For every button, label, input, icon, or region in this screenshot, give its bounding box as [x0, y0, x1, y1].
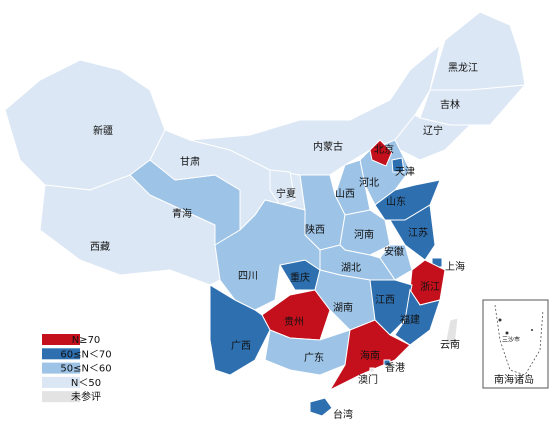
- province-label: 江苏: [408, 226, 428, 239]
- province: [394, 114, 472, 161]
- province: [309, 397, 333, 417]
- legend-swatch: [42, 348, 80, 360]
- province: [419, 84, 527, 126]
- province-label: 天津: [395, 166, 415, 178]
- province: [379, 244, 413, 281]
- province-label: 甘肃: [180, 155, 200, 168]
- province: [369, 139, 393, 167]
- province-label: 海南: [360, 349, 380, 362]
- province-label: 香港: [385, 362, 405, 374]
- province-label: 宁夏: [276, 187, 296, 200]
- island: [505, 331, 509, 335]
- legend-swatch: [42, 334, 80, 345]
- legend-label: N＜50: [71, 378, 101, 389]
- provinces: [4, 11, 527, 417]
- province-label: 新疆: [93, 124, 113, 137]
- legend-label: N≥70: [72, 335, 101, 346]
- legend-label: 未参评: [71, 390, 101, 403]
- province: [369, 367, 375, 373]
- province: [209, 284, 271, 376]
- province-label: 陕西: [305, 223, 325, 236]
- province-label: 北京: [374, 143, 394, 156]
- province: [444, 317, 459, 346]
- province-label: 山西: [335, 188, 355, 200]
- province-label: 吉林: [440, 98, 460, 111]
- province-label: 四川: [238, 271, 258, 282]
- province-label: 湖北: [341, 262, 361, 274]
- province: [383, 359, 391, 366]
- province: [391, 157, 405, 173]
- province-label: 上海: [445, 260, 465, 273]
- province: [269, 169, 296, 206]
- province-label: 广西: [231, 340, 251, 352]
- province-label: 辽宁: [423, 124, 443, 137]
- legend-swatch: [42, 376, 80, 388]
- province-label: 贵州: [284, 315, 304, 328]
- province-label: 内蒙古: [313, 140, 343, 153]
- inset-title: 南海诸岛: [494, 373, 534, 386]
- province-label: 山东: [386, 195, 406, 208]
- inset-border: [494, 304, 544, 376]
- legend-swatch: [42, 391, 80, 403]
- province-label: 青海: [172, 207, 192, 220]
- province: [394, 288, 441, 346]
- province: [429, 11, 526, 91]
- province-label: 湖南: [333, 301, 353, 314]
- island: [498, 318, 502, 322]
- province-label: 西藏: [90, 241, 110, 253]
- province-label: 安徽: [384, 245, 404, 258]
- province: [374, 179, 441, 221]
- province-label: 台湾: [333, 408, 353, 421]
- province-label: 云南: [440, 338, 460, 351]
- province-label: 黑龙江: [448, 61, 478, 74]
- province-label: 河北: [359, 177, 379, 189]
- legend-label: 60≤N＜70: [60, 349, 111, 360]
- province: [328, 319, 411, 392]
- island: [531, 329, 533, 331]
- province-label: 澳门: [358, 373, 378, 386]
- legend-label: 50≤N＜60: [60, 364, 111, 375]
- inset-frame: [482, 299, 549, 389]
- province-label: 广东: [304, 351, 324, 364]
- province: [39, 174, 221, 286]
- province-label: 重庆: [290, 271, 310, 284]
- province-label: 福建: [400, 313, 420, 326]
- inset-city: 三沙市: [502, 336, 520, 344]
- province-label: 河南: [354, 228, 374, 241]
- province-label: 江西: [375, 294, 395, 306]
- legend-swatch: [42, 362, 80, 374]
- province-label: 浙江: [420, 281, 440, 293]
